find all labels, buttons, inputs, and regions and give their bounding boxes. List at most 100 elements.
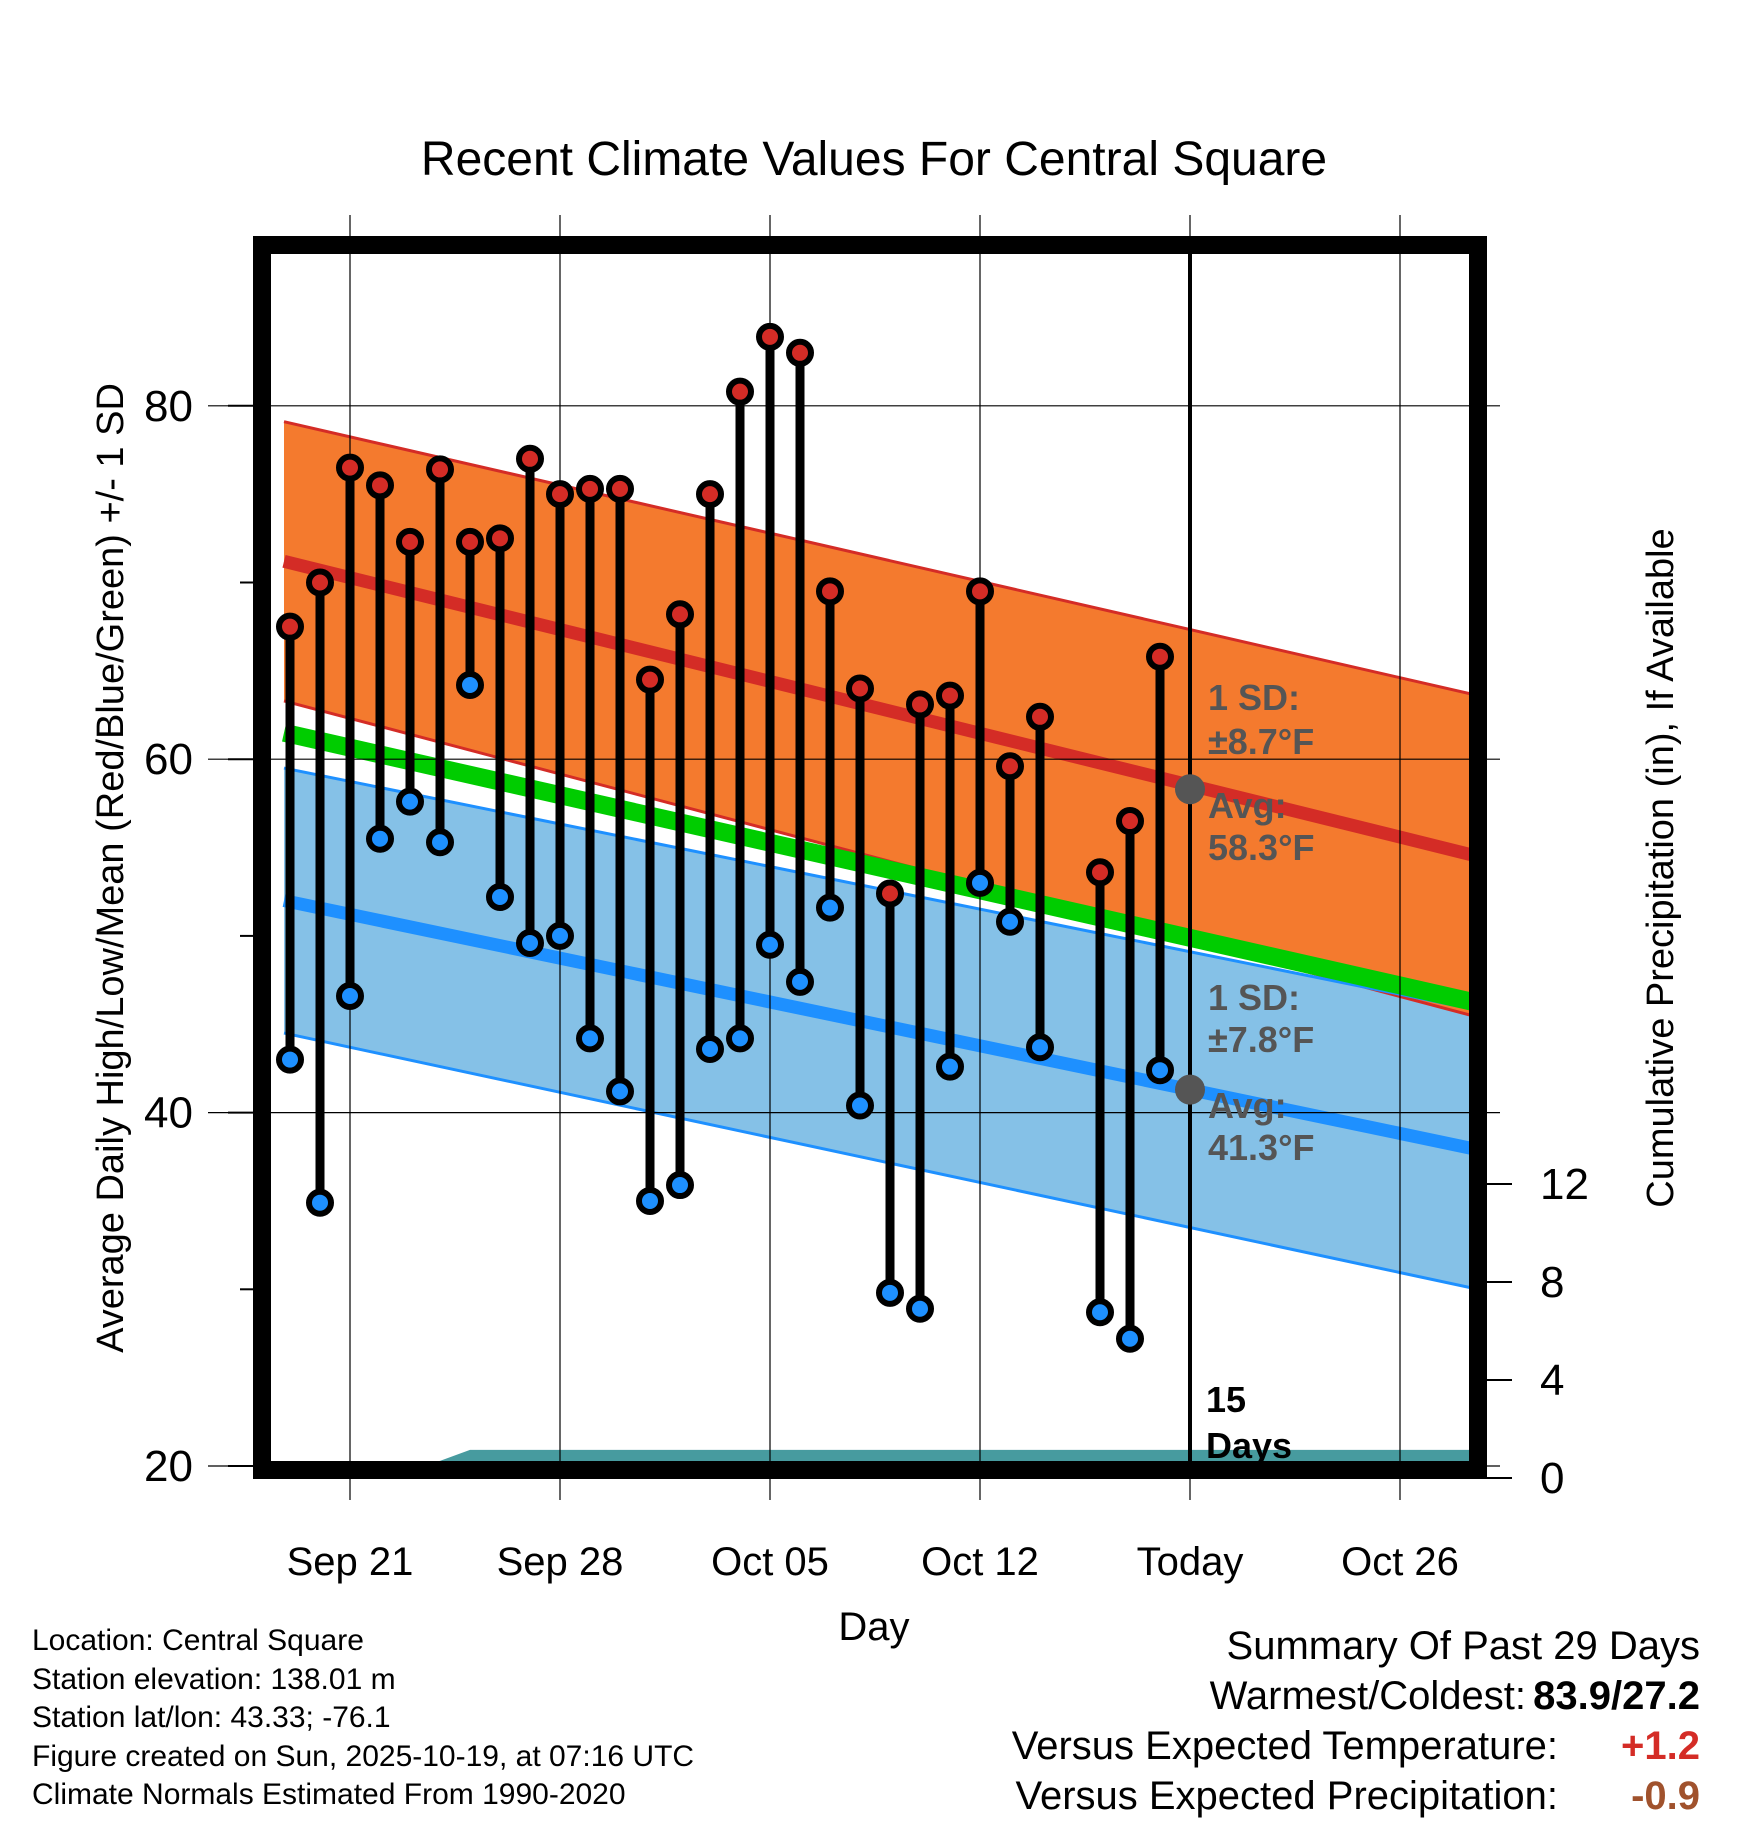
y-tick-label: 20 [144,1442,193,1491]
daily-low-point [576,1024,604,1053]
x-tick-label: Oct 26 [1341,1540,1459,1584]
high-sd-band [284,421,1478,1018]
daily-low-point [756,930,784,959]
daily-low-point [306,1188,334,1217]
daily-high-point [726,377,754,406]
chart-title: Recent Climate Values For Central Square [420,133,1328,186]
daily-low-point [366,824,394,853]
daily-low-point [336,981,364,1010]
daily-low-point [516,928,544,957]
daily-high-point [966,577,994,606]
y-tick-label: 80 [144,382,193,431]
summary-temp-label: Versus Expected Temperature: [1011,1724,1558,1768]
daily-low-point [786,967,814,996]
plot-area [282,420,1478,1470]
x-axis-label: Day [838,1605,910,1649]
info-normals: Climate Normals Estimated From 1990-2020 [32,1778,626,1811]
daily-low-point [606,1077,634,1106]
x-tick-label: Oct 05 [711,1540,829,1584]
y-axis-label-left: Average Daily High/Low/Mean (Red/Blue/Gr… [90,383,132,1353]
daily-high-point [816,577,844,606]
today-high-avg-marker [1175,774,1205,805]
daily-low-point [846,1091,874,1120]
low-sd-label: 1 SD: [1208,977,1300,1018]
summary-precip-label: Versus Expected Precipitation: [1015,1774,1558,1818]
y-axis-label-right: Cumulative Precipitation (in), If Availa… [1640,528,1682,1208]
daily-low-point [1026,1033,1054,1062]
high-band-top-edge [283,420,1478,698]
days-count: 15 [1206,1379,1246,1420]
summary-heading: Summary Of Past 29 Days [1226,1624,1700,1668]
daily-high-point [366,471,394,500]
x-tick-label: Today [1137,1540,1244,1584]
y2-tick-label: 4 [1540,1356,1564,1405]
daily-low-point [456,670,484,699]
daily-low-point [1086,1298,1114,1327]
daily-high-point [396,527,424,556]
y-tick-label: 60 [144,735,193,784]
daily-low-point [276,1045,304,1074]
info-created: Figure created on Sun, 2025-10-19, at 07… [32,1740,695,1773]
daily-high-point [1026,702,1054,731]
daily-high-point [276,612,304,641]
y-tick-label: 40 [144,1089,193,1138]
x-tick-label: Oct 12 [921,1540,1039,1584]
daily-low-point [426,828,454,857]
low-band-bottom-edge [283,1031,1478,1291]
daily-low-point [1116,1324,1144,1353]
daily-high-point [996,752,1024,781]
daily-low-point [546,921,574,950]
daily-high-point [1146,642,1174,671]
low-avg-label: Avg: [1208,1085,1287,1126]
daily-high-point [786,338,814,367]
y2-tick-label: 8 [1540,1258,1564,1307]
x-tick-label: Sep 28 [497,1540,624,1584]
daily-high-point [1086,858,1114,887]
high-sd-label: 1 SD: [1208,677,1300,718]
daily-high-point [576,474,604,503]
plot-frame [253,236,1487,1479]
daily-high-point [306,568,334,597]
daily-high-point [906,690,934,719]
summary-warm-cold-value: 83.9/27.2 [1533,1674,1700,1718]
info-elevation: Station elevation: 138.01 m [32,1663,396,1696]
x-tick-label: Sep 21 [287,1540,414,1584]
high-sd-value: ±8.7°F [1208,721,1314,762]
summary-warm-cold-label: Warmest/Coldest: [1209,1674,1526,1718]
info-location: Location: Central Square [32,1624,364,1657]
daily-low-point [726,1024,754,1053]
daily-high-point [336,453,364,482]
days-label: Days [1206,1425,1292,1466]
daily-low-point [876,1278,904,1307]
daily-high-point [846,674,874,703]
daily-low-point [486,883,514,912]
daily-high-point [876,879,904,908]
daily-low-point [966,868,994,897]
daily-low-point [636,1186,664,1215]
summary-precip-value: -0.9 [1631,1774,1700,1818]
daily-low-point [396,787,424,816]
y2-tick-label: 0 [1540,1454,1564,1503]
summary-temp-value: +1.2 [1621,1724,1700,1768]
daily-low-point [936,1052,964,1081]
daily-high-point [936,681,964,710]
today-low-avg-marker [1175,1074,1205,1105]
info-latlon: Station lat/lon: 43.33; -76.1 [32,1701,391,1734]
normal-mean-line [282,723,1478,1012]
high-avg-value: 58.3°F [1208,827,1314,868]
y2-tick-label: 12 [1540,1160,1589,1209]
daily-low-point [996,907,1024,936]
daily-low-point [666,1171,694,1200]
normal-high-line [282,554,1478,863]
daily-high-point [516,444,544,473]
daily-low-point [1146,1056,1174,1085]
daily-high-point [1116,807,1144,836]
daily-high-point [486,524,514,553]
daily-high-point [666,600,694,629]
low-sd-value: ±7.8°F [1208,1019,1314,1060]
daily-high-point [756,322,784,351]
daily-high-point [606,474,634,503]
daily-high-point [456,527,484,556]
daily-high-point [546,480,574,509]
